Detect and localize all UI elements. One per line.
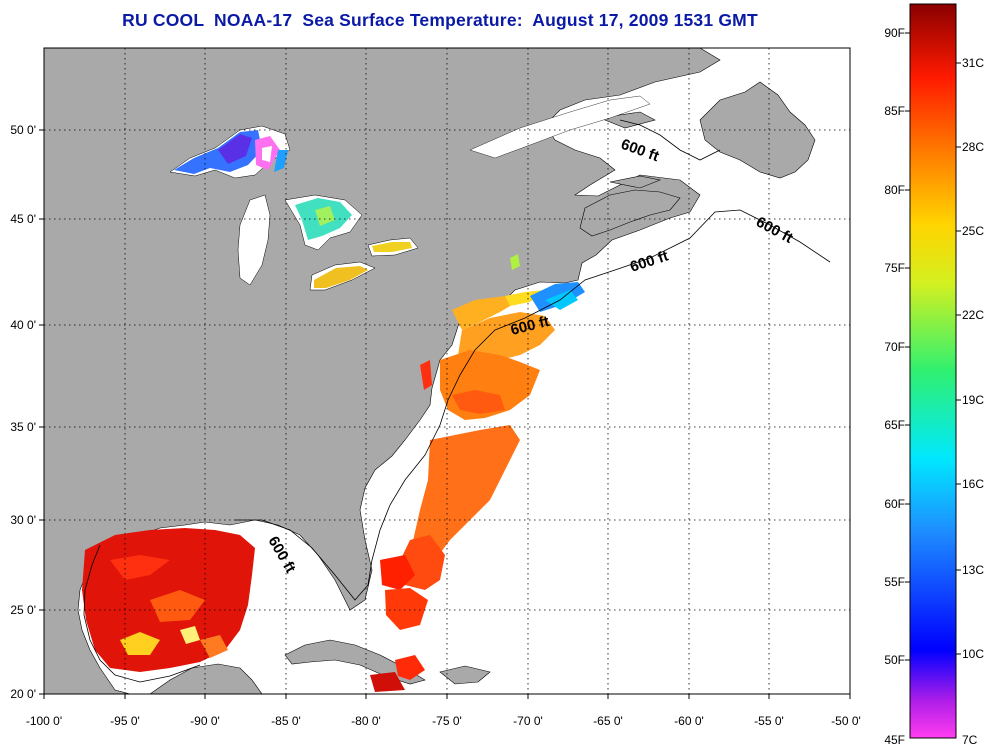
- y-tick-label: 45 0': [10, 212, 36, 226]
- colorbar-f-label: 75F: [884, 261, 905, 275]
- colorbar-c-label: 13C: [962, 563, 984, 577]
- x-tick-label: -95 0': [110, 714, 140, 728]
- isobath-600ft: [83, 119, 831, 683]
- colorbar-c-label: 28C: [962, 140, 984, 154]
- y-tick-label: 35 0': [10, 420, 36, 434]
- newfoundland-land: [699, 81, 816, 179]
- y-tick-label: 20 0': [10, 687, 36, 701]
- colorbar-f-label: 85F: [884, 104, 905, 118]
- x-tick-label: -70 0': [513, 714, 543, 728]
- colorbar-c-label: 22C: [962, 308, 984, 322]
- lake-michigan: [237, 194, 271, 286]
- y-tick-label: 30 0': [10, 513, 36, 527]
- map-title: RU COOL NOAA-17 Sea Surface Temperature:…: [122, 10, 758, 30]
- colorbar-c-label: 10C: [962, 647, 984, 661]
- nova-scotia-land: [579, 189, 681, 237]
- sst-southeast: [380, 425, 520, 630]
- colorbar-c-label: 19C: [962, 393, 984, 407]
- map-body: 600 ft 600 ft 600 ft 600 ft 600 ft: [44, 48, 850, 694]
- colorbar-c-label: 16C: [962, 477, 984, 491]
- x-tick-label: -50 0': [831, 714, 861, 728]
- x-tick-label: -85 0': [271, 714, 301, 728]
- colorbar-f-label: 80F: [884, 183, 905, 197]
- colorbar-f-label: 60F: [884, 497, 905, 511]
- x-tick-label: -65 0': [593, 714, 623, 728]
- colorbar-f-label: 90F: [884, 26, 905, 40]
- colorbar-f-label: 45F: [884, 733, 905, 747]
- x-tick-label: -75 0': [432, 714, 462, 728]
- pei-land: [609, 175, 662, 189]
- colorbar-c-label: 25C: [962, 224, 984, 238]
- axis-ticks: [39, 129, 851, 699]
- x-tick-label: -60 0': [674, 714, 704, 728]
- hispaniola-land: [439, 665, 491, 685]
- y-tick-label: 50 0': [10, 123, 36, 137]
- sst-northeast: [420, 254, 585, 420]
- great-lakes: [169, 125, 419, 291]
- st-lawrence-water: [469, 95, 651, 159]
- colorbar: 90F 85F 80F 75F 70F 65F 60F 55F 50F 45F …: [884, 3, 984, 747]
- x-tick-label: -100 0': [26, 714, 62, 728]
- y-tick-label: 25 0': [10, 603, 36, 617]
- colorbar-f-label: 65F: [884, 418, 905, 432]
- x-tick-label: -90 0': [190, 714, 220, 728]
- colorbar-c-label: 31C: [962, 56, 984, 70]
- x-tick-label: -80 0': [351, 714, 381, 728]
- yucatan-land: [149, 663, 263, 694]
- y-tick-label: 40 0': [10, 318, 36, 332]
- x-tick-label: -55 0': [754, 714, 784, 728]
- colorbar-gradient: [909, 3, 957, 739]
- colorbar-f-label: 70F: [884, 340, 905, 354]
- colorbar-f-label: 50F: [884, 653, 905, 667]
- colorbar-c-label: 7C: [962, 733, 978, 747]
- colorbar-f-label: 55F: [884, 575, 905, 589]
